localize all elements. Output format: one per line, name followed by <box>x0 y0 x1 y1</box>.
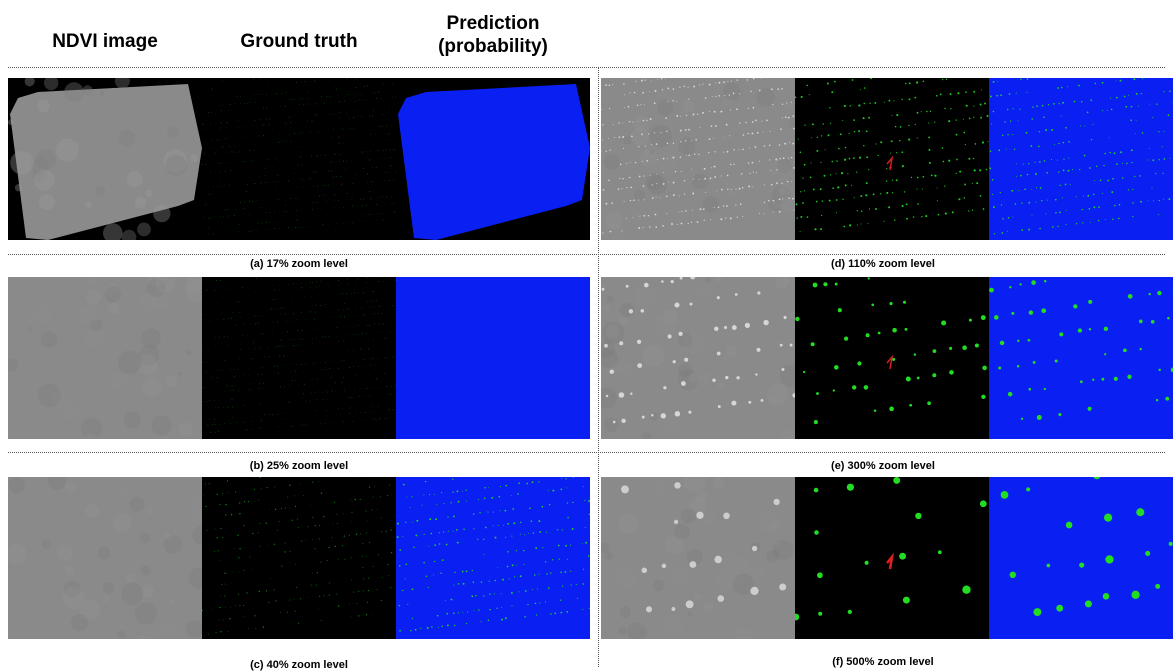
panel-c-ndvi-image <box>8 477 202 639</box>
panel-b-prediction <box>396 277 590 439</box>
panel-e-prediction <box>989 277 1173 439</box>
row-divider-2 <box>8 452 1165 453</box>
panel-f-ndvi-image <box>601 477 795 639</box>
panel-a-ndvi-image <box>8 78 202 240</box>
caption-e: (e) 300% zoom level <box>831 460 935 472</box>
caption-a: (a) 17% zoom level <box>250 258 348 270</box>
panel-d-ground-truth-image <box>795 78 989 240</box>
panel-b-prediction-image <box>396 277 590 439</box>
panel-b-ndvi <box>8 277 202 439</box>
panel-a-ground-truth-image <box>202 78 396 240</box>
panel-d-prediction-image <box>989 78 1173 240</box>
header-divider <box>8 67 1165 68</box>
panel-c-ndvi <box>8 477 202 639</box>
panel-a-prediction <box>396 78 590 240</box>
row-divider-1 <box>8 254 1165 255</box>
panel-c-prediction <box>396 477 590 639</box>
caption-c: (c) 40% zoom level <box>250 659 348 671</box>
panel-a-ndvi <box>8 78 202 240</box>
panel-e-ndvi <box>601 277 795 439</box>
column-divider <box>598 67 599 667</box>
caption-f: (f) 500% zoom level <box>832 656 934 668</box>
panel-b-ground-truth-image <box>202 277 396 439</box>
panel-d-ground-truth <box>795 78 989 240</box>
panel-e-ground-truth-image <box>795 277 989 439</box>
panel-e-ground-truth <box>795 277 989 439</box>
panel-c-prediction-image <box>396 477 590 639</box>
panel-b-ground-truth <box>202 277 396 439</box>
panel-a-ground-truth <box>202 78 396 240</box>
panel-f-ground-truth-image <box>795 477 989 639</box>
panel-d-prediction <box>989 78 1173 240</box>
column-header-ndvi: NDVI image <box>52 31 158 52</box>
column-header-prediction-text: Prediction (probability) <box>438 13 548 57</box>
panel-f-prediction <box>989 477 1173 639</box>
panel-e-prediction-image <box>989 277 1173 439</box>
panel-b-ndvi-image <box>8 277 202 439</box>
caption-d: (d) 110% zoom level <box>831 258 935 270</box>
panel-f-ndvi <box>601 477 795 639</box>
panel-c-ground-truth-image <box>202 477 396 639</box>
panel-f-prediction-image <box>989 477 1173 639</box>
panel-c-ground-truth <box>202 477 396 639</box>
caption-b: (b) 25% zoom level <box>249 460 349 472</box>
panel-a-prediction-image <box>396 78 590 240</box>
panel-d-ndvi <box>601 78 795 240</box>
panel-e-ndvi-image <box>601 277 795 439</box>
column-header-prediction: Prediction (probability) <box>396 12 590 58</box>
panel-f-ground-truth <box>795 477 989 639</box>
panel-d-ndvi-image <box>601 78 795 240</box>
column-header-ground-truth: Ground truth <box>240 31 358 52</box>
